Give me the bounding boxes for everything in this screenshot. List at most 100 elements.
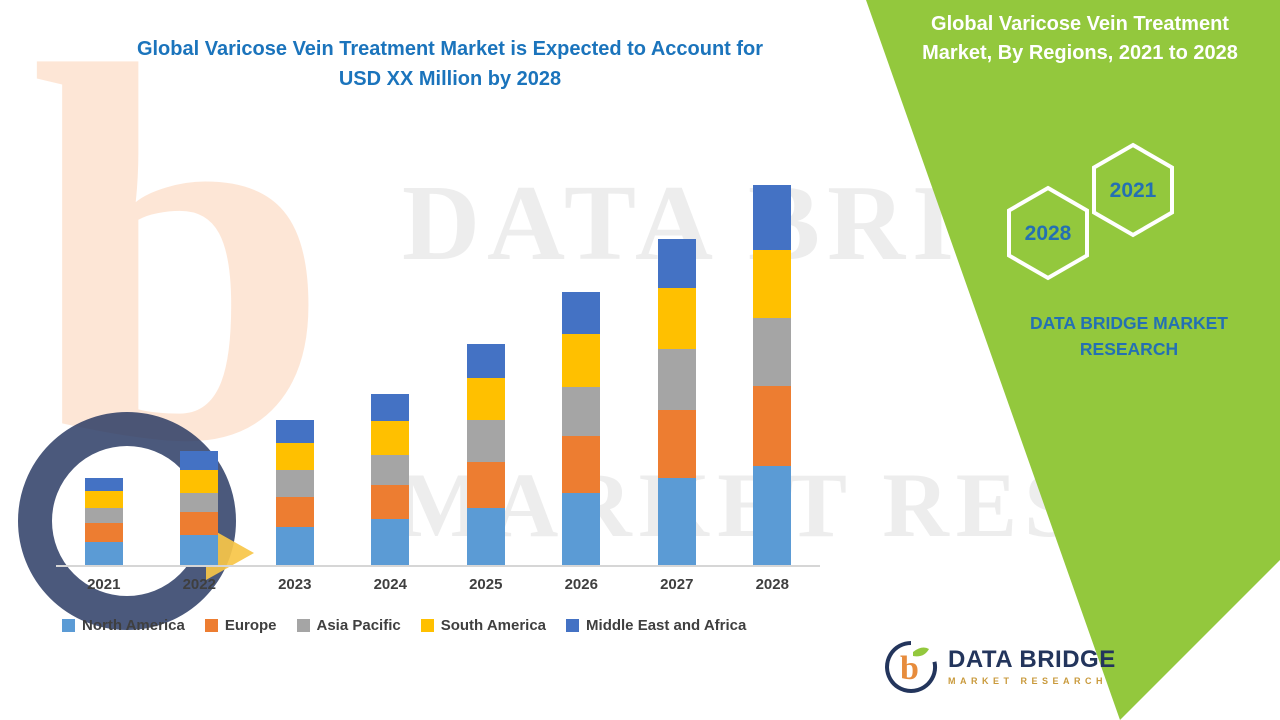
segment-asia-pacific [84,508,123,523]
segment-europe [753,386,792,466]
panel-heading: Global Varicose Vein Treatment Market, B… [922,13,1238,64]
segment-middle-east-and-africa [275,420,314,443]
bar-column-2027 [647,239,707,565]
segment-north-america [371,519,410,565]
legend-item-north-america: North America [62,617,185,634]
bar-column-2021 [74,478,134,565]
legend-swatch-south-america [420,619,434,632]
segment-north-america [753,466,792,565]
legend-swatch-europe [204,619,218,632]
segment-north-america [562,493,601,565]
dbmr-footer-logo: b DATA BRIDGE MARKET RESEARCH [884,640,1116,694]
logo-brand-name: DATA BRIDGE [948,646,1116,673]
x-tick-2028: 2028 [755,576,789,593]
stacked-bar-2022 [180,451,219,565]
segment-europe [657,410,696,478]
bar-column-2028 [742,185,802,565]
segment-asia-pacific [275,470,314,497]
segment-asia-pacific [753,318,792,386]
segment-asia-pacific [562,387,601,436]
stacked-bar-2028 [753,185,792,565]
segment-north-america [180,535,219,565]
legend-item-asia-pacific: Asia Pacific [296,617,401,634]
x-tick-2026: 2026 [564,576,598,593]
stacked-bar-2021 [84,478,123,565]
segment-south-america [562,334,601,387]
x-tick-2022: 2022 [182,576,216,593]
chart-title-line2: USD XX Million by 2028 [338,68,562,90]
bar-column-2026 [551,292,611,565]
bar-column-2022 [169,451,229,565]
hexagon-2028 [1007,185,1089,281]
segment-europe [466,462,505,508]
segment-south-america [753,250,792,318]
stacked-bar-2026 [562,292,601,565]
x-axis-labels: 2021 2022 2023 2024 2025 2026 2027 2028 [56,576,820,593]
plot-area [56,148,820,567]
hexagon-2028-label: 2028 [1025,222,1072,245]
segment-asia-pacific [180,493,219,512]
legend-item-middle-east-and-africa: Middle East and Africa [566,617,746,634]
x-tick-2021: 2021 [87,576,121,593]
dbmr-logo-icon: b [885,641,938,693]
legend-label-south-america: South America [440,617,547,634]
stacked-bar-2024 [371,394,410,565]
segment-europe [180,512,219,535]
x-tick-2027: 2027 [660,576,694,593]
panel-brand-text: DATA BRIDGE MARKET RESEARCH [1030,313,1228,360]
stacked-bar-2025 [466,344,505,565]
legend-swatch-middle-east-and-africa [566,619,580,632]
segment-north-america [466,508,505,565]
legend-label-north-america: North America [82,617,185,634]
legend-swatch-asia-pacific [296,619,310,632]
segment-south-america [371,421,410,455]
segment-asia-pacific [657,349,696,410]
stacked-bar-2027 [657,239,696,565]
segment-middle-east-and-africa [466,344,505,378]
bar-column-2025 [456,344,516,565]
segment-europe [275,497,314,527]
legend-item-south-america: South America [420,617,547,634]
legend-label-europe: Europe [224,617,277,634]
segment-middle-east-and-africa [180,451,219,470]
year-hexagons: 2028 2021 [1007,142,1174,281]
segment-south-america [180,470,219,493]
chart-title-line1: Global Varicose Vein Treatment Market is… [136,38,764,60]
legend-label-asia-pacific: Asia Pacific [316,617,401,634]
x-tick-2025: 2025 [469,576,503,593]
segment-asia-pacific [466,420,505,462]
segment-south-america [275,443,314,470]
segment-europe [562,436,601,493]
segment-middle-east-and-africa [371,394,410,421]
legend-item-europe: Europe [204,617,277,634]
segment-europe [84,523,123,542]
logo-ring-shape [885,641,938,693]
legend-label-middle-east-and-africa: Middle East and Africa [586,617,747,634]
segment-south-america [466,378,505,420]
logo-wordmark: DATA BRIDGE MARKET RESEARCH [948,646,1116,687]
segment-asia-pacific [371,455,410,485]
segment-middle-east-and-africa [562,292,601,334]
logo-b-letter: b [900,650,919,687]
segment-south-america [657,288,696,349]
segment-north-america [275,527,314,565]
x-tick-2024: 2024 [373,576,407,593]
bar-column-2024 [360,394,420,565]
chart-legend: North America Europe Asia Pacific South Ame… [62,617,746,634]
legend-swatch-north-america [62,619,75,632]
logo-tagline: MARKET RESEARCH [948,676,1108,686]
bar-column-2023 [265,420,325,565]
stacked-bar-chart: 2021 2022 2023 2024 2025 2026 2027 2028 [56,148,820,593]
hexagon-2021 [1092,142,1174,238]
logo-leaf-shape [913,647,929,657]
segment-europe [371,485,410,519]
segment-middle-east-and-africa [753,185,792,250]
x-tick-2023: 2023 [278,576,312,593]
segment-north-america [84,542,123,565]
stacked-bar-2023 [275,420,314,565]
segment-middle-east-and-africa [657,239,696,288]
hexagon-2021-label: 2021 [1110,179,1157,202]
segment-north-america [657,478,696,565]
chart-title: Global Varicose Vein Treatment Market is… [85,34,815,94]
